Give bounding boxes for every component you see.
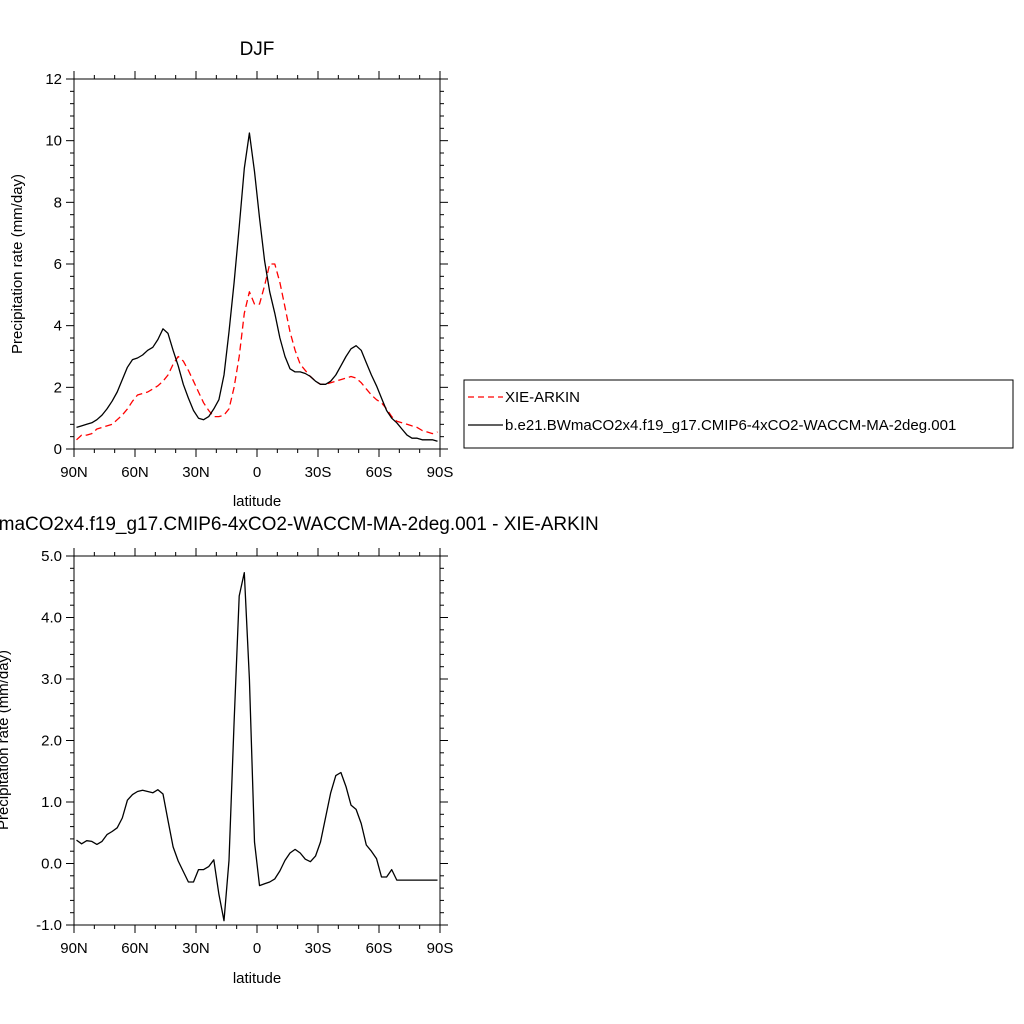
bottom-y-axis-label: Precipitation rate (mm/day): [0, 650, 12, 830]
bottom-axis-ticks: [66, 548, 448, 933]
top-plot-frame: [73, 78, 441, 450]
bottom-y-tick-label: 4.0: [41, 610, 62, 627]
top-y-tick-label: 0: [54, 441, 62, 458]
bottom-x-axis-label: latitude: [233, 970, 281, 987]
bottom-y-tick-label: -1.0: [36, 917, 62, 934]
bottom-x-tick-label: 30N: [182, 940, 210, 957]
legend-label-model: b.e21.BWmaCO2x4.f19_g17.CMIP6-4xCO2-WACC…: [505, 417, 956, 434]
bottom-x-tick-label: 0: [253, 940, 261, 957]
bottom-plot-frame: [73, 555, 441, 926]
bottom-series-lines: [76, 571, 438, 922]
bottom-chart-title: b.e21.BWmaCO2x4.f19_g17.CMIP6-4xCO2-WACC…: [0, 514, 599, 535]
top-y-tick-label: 4: [54, 318, 62, 335]
bottom-y-tick-labels: -1.0 0.0 1.0 2.0 3.0 4.0 5.0: [36, 548, 62, 934]
top-y-tick-label: 10: [45, 133, 62, 150]
bottom-y-tick-label: 2.0: [41, 733, 62, 750]
top-panel: DJF 0 2 4 6 8 10 12 90N 60N 30N 0 30S 60S 90S latitu…: [9, 39, 453, 510]
legend: XIE-ARKIN b.e21.BWmaCO2x4.f19_g17.CMIP6-…: [463, 379, 1014, 449]
top-chart-title: DJF: [240, 39, 275, 60]
top-axis-ticks: [66, 71, 448, 457]
legend-box: [463, 379, 1014, 449]
top-x-tick-label: 30S: [305, 464, 332, 481]
top-x-tick-label: 90N: [60, 464, 88, 481]
top-y-axis-label: Precipitation rate (mm/day): [9, 174, 26, 354]
bottom-x-tick-label: 90S: [427, 940, 454, 957]
top-x-tick-labels: 90N 60N 30N 0 30S 60S 90S: [60, 464, 453, 481]
top-y-tick-label: 6: [54, 256, 62, 273]
top-x-tick-label: 0: [253, 464, 261, 481]
top-series-line-0: [76, 263, 438, 441]
bottom-x-tick-label: 60S: [366, 940, 393, 957]
bottom-y-tick-label: 3.0: [41, 671, 62, 688]
top-y-tick-label: 2: [54, 379, 62, 396]
bottom-x-tick-label: 90N: [60, 940, 88, 957]
top-series-line-1: [76, 132, 438, 442]
top-y-tick-label: 8: [54, 194, 62, 211]
top-x-tick-label: 90S: [427, 464, 454, 481]
bottom-y-tick-label: 0.0: [41, 856, 62, 873]
top-y-tick-labels: 0 2 4 6 8 10 12: [45, 71, 62, 458]
top-series-lines: [76, 132, 438, 442]
bottom-x-tick-labels: 90N 60N 30N 0 30S 60S 90S: [60, 940, 453, 957]
top-x-tick-label: 60N: [121, 464, 149, 481]
legend-label-xie-arkin: XIE-ARKIN: [505, 389, 580, 406]
bottom-y-tick-label: 5.0: [41, 548, 62, 565]
top-y-tick-label: 12: [45, 71, 62, 88]
top-x-tick-label: 30N: [182, 464, 210, 481]
bottom-panel: b.e21.BWmaCO2x4.f19_g17.CMIP6-4xCO2-WACC…: [0, 514, 599, 987]
bottom-series-line-0: [76, 571, 438, 922]
bottom-x-tick-label: 30S: [305, 940, 332, 957]
top-x-tick-label: 60S: [366, 464, 393, 481]
top-x-axis-label: latitude: [233, 493, 281, 510]
bottom-y-tick-label: 1.0: [41, 794, 62, 811]
bottom-x-tick-label: 60N: [121, 940, 149, 957]
